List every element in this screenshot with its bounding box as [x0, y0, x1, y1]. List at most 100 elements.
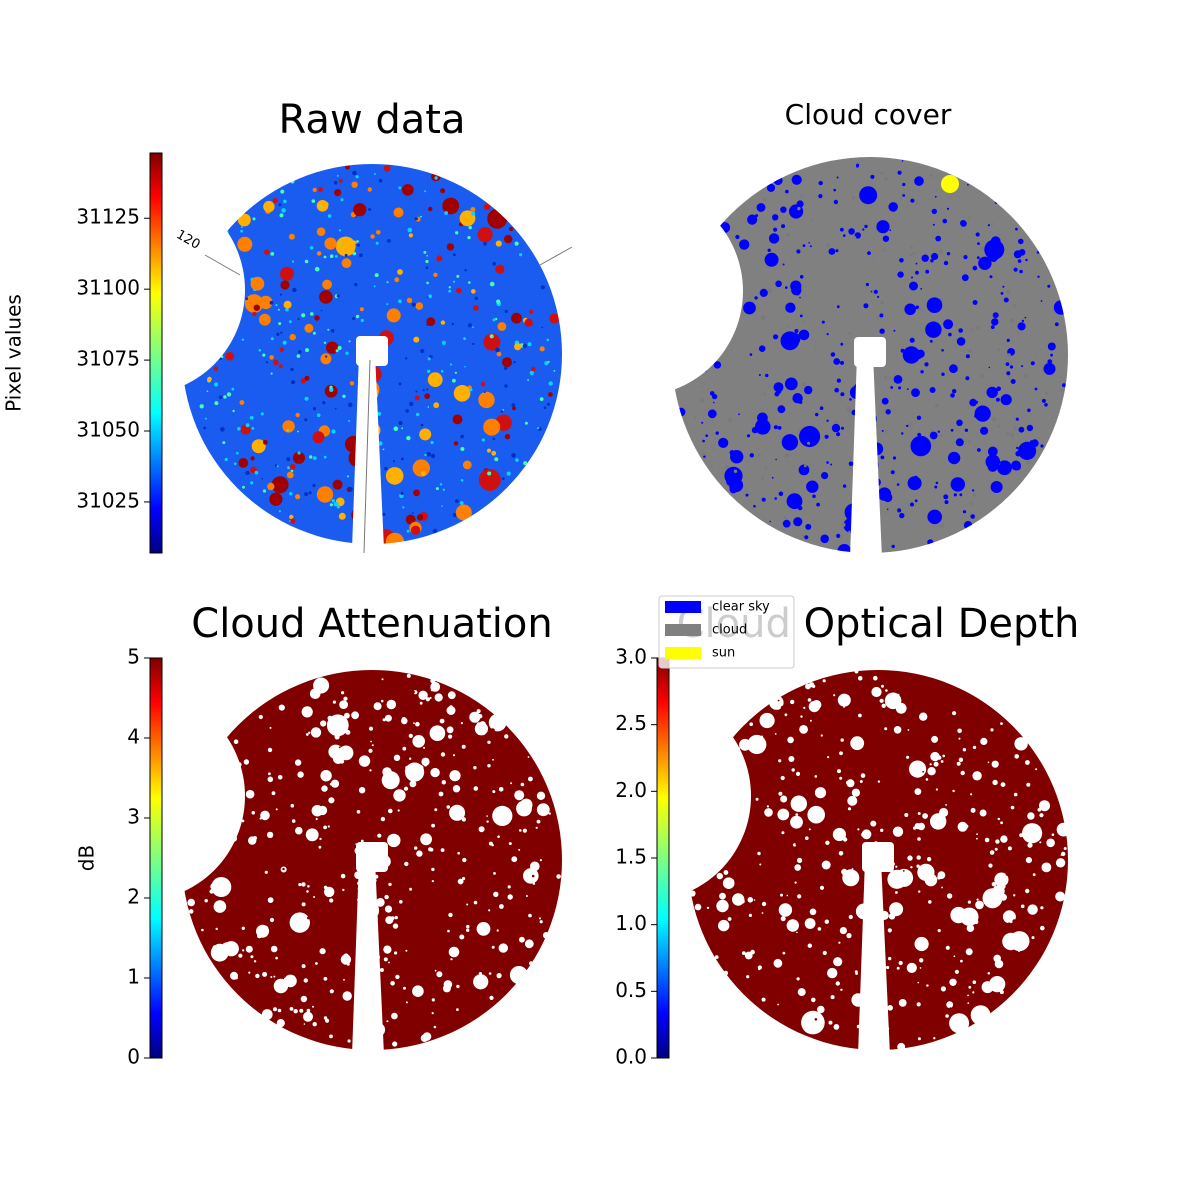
speck [765, 916, 770, 921]
speck [522, 921, 525, 924]
speck [222, 441, 226, 445]
speck [989, 275, 993, 279]
speck [885, 429, 889, 434]
speck [541, 326, 544, 329]
blob [480, 382, 486, 387]
blob [793, 517, 803, 527]
blob [342, 991, 352, 1001]
speck [826, 333, 829, 336]
speck [322, 401, 326, 405]
speck [862, 228, 865, 231]
sky-image [182, 670, 562, 1050]
speck [976, 256, 980, 260]
speck [869, 777, 873, 780]
blob [430, 682, 441, 692]
speck [354, 282, 358, 287]
speck [840, 738, 844, 742]
speck [786, 894, 789, 897]
speck [714, 852, 718, 856]
speck [881, 684, 884, 688]
blob [295, 412, 300, 418]
blob [236, 762, 242, 768]
speck [553, 370, 556, 372]
blob [536, 791, 546, 800]
speck [1032, 873, 1036, 877]
speck [749, 353, 753, 356]
speck [970, 514, 975, 519]
speck [749, 959, 751, 961]
speck [910, 502, 914, 507]
speck [960, 959, 963, 963]
speck [809, 719, 812, 722]
speck [919, 958, 924, 963]
blob [496, 351, 502, 357]
blob [723, 870, 729, 875]
blob [349, 381, 355, 386]
blob [440, 188, 446, 194]
speck [905, 990, 908, 994]
speck [216, 816, 219, 819]
blob [747, 897, 754, 903]
speck [399, 900, 403, 904]
blob [785, 302, 796, 313]
blob [548, 392, 553, 397]
panel-title: Cloud Attenuation [191, 601, 552, 647]
blob [410, 525, 421, 535]
speck [406, 681, 410, 685]
speck [898, 386, 902, 390]
speck [319, 837, 322, 841]
blob [295, 826, 303, 835]
speck [382, 448, 385, 451]
blob [416, 850, 423, 857]
speck [784, 713, 788, 717]
speck [915, 270, 919, 275]
speck [486, 848, 489, 851]
blob [892, 826, 904, 837]
speck [448, 289, 452, 293]
speck [764, 466, 767, 469]
speck [458, 869, 462, 874]
speck [857, 828, 860, 831]
speck [864, 224, 868, 229]
blob [899, 258, 904, 263]
speck [381, 678, 384, 681]
blob [937, 871, 946, 879]
speck [777, 1003, 779, 1006]
speck [814, 775, 818, 778]
speck [280, 189, 285, 194]
speck [694, 415, 697, 419]
speck [963, 727, 967, 732]
blob [981, 981, 994, 994]
speck [866, 1008, 869, 1011]
speck [814, 479, 816, 482]
blob [226, 792, 245, 810]
speck [826, 243, 830, 247]
speck [831, 686, 835, 691]
speck [304, 418, 308, 422]
speck [338, 746, 341, 749]
blob [943, 319, 954, 330]
blob [835, 981, 840, 986]
speck [849, 398, 852, 401]
speck [854, 867, 860, 872]
speck [423, 746, 426, 749]
speck [885, 745, 889, 748]
speck [944, 500, 949, 505]
blob [514, 790, 525, 801]
blob [197, 307, 203, 313]
speck [409, 730, 413, 734]
speck [1010, 805, 1015, 810]
blob [1013, 250, 1022, 259]
speck [848, 331, 852, 335]
blob [312, 187, 317, 192]
blob [825, 840, 830, 845]
speck [795, 771, 801, 777]
blob [404, 768, 410, 774]
speck [539, 859, 543, 862]
speck [466, 903, 469, 906]
speck [855, 972, 858, 975]
blob [722, 877, 735, 889]
legend-label: cloud [712, 623, 747, 638]
speck [824, 890, 827, 894]
blob [929, 387, 936, 393]
